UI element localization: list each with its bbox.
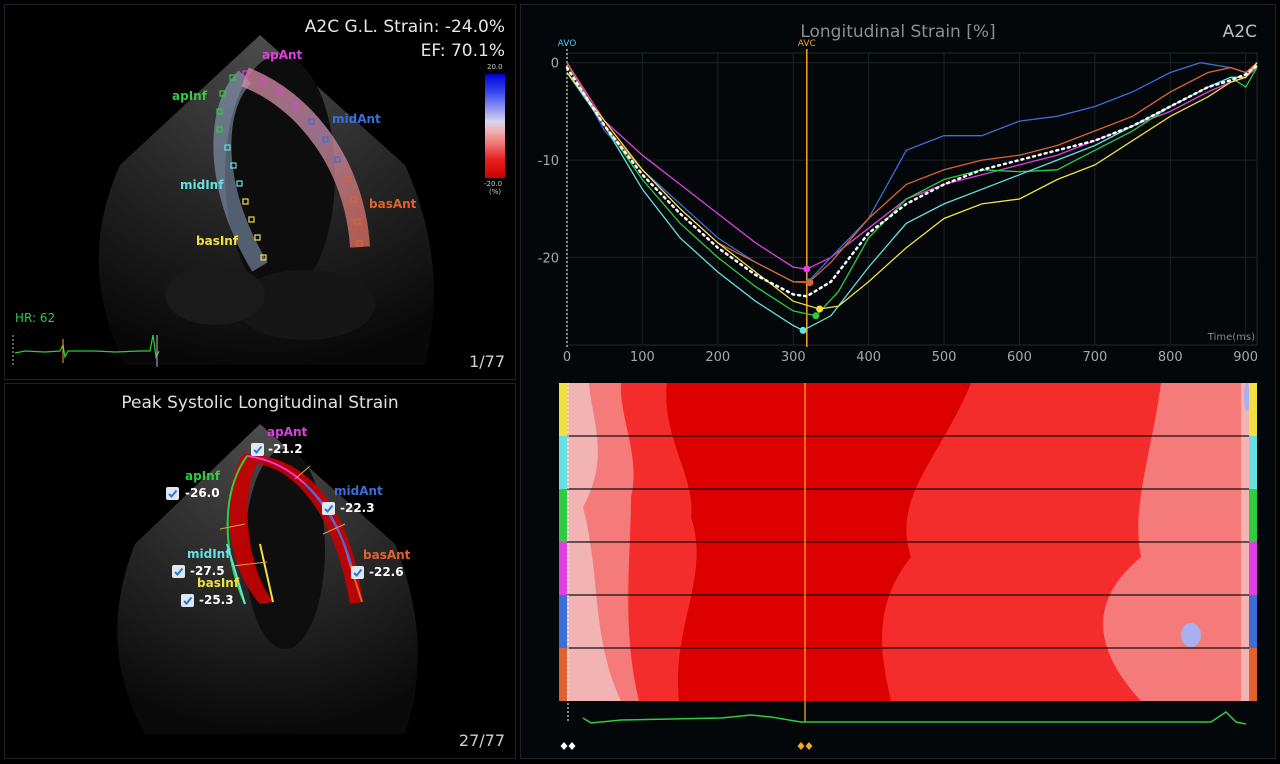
time-marker-handle[interactable] [568, 742, 576, 750]
marker-label-avc: AVC [798, 39, 816, 49]
strain-map-row-colors [559, 383, 1257, 701]
x-tick-label: 900 [1233, 350, 1258, 365]
segment-label-basinf: basInf [196, 234, 239, 248]
y-tick-label: -20 [538, 251, 559, 266]
colorbar-min-label: -20.0 [484, 180, 503, 188]
check-icon [324, 504, 334, 513]
echo-image-bottom [117, 424, 418, 734]
segment-name: midInf [187, 547, 231, 561]
row-color-right [1249, 436, 1257, 489]
segment-label-basant: basAnt [369, 197, 417, 211]
segment-name: apInf [185, 469, 220, 483]
chart-title: Longitudinal Strain [%] [800, 22, 996, 42]
segment-label-midinf: midInf [180, 178, 224, 192]
peak-strain-point [812, 312, 820, 320]
segment-value: -26.0 [185, 486, 220, 500]
peak-strain-title: Peak Systolic Longitudinal Strain [121, 393, 399, 413]
y-tick-label: 0 [551, 57, 559, 72]
segment-value: -22.3 [340, 501, 375, 515]
peak-strain-point [803, 265, 811, 273]
segment-series-line [566, 62, 1258, 310]
strain-colorbar: 20.0 -20.0 (%) [481, 63, 515, 203]
time-marker-handle[interactable] [560, 742, 568, 750]
segment-series-line [566, 62, 1258, 270]
check-icon [183, 596, 193, 605]
segment-value: -27.5 [190, 564, 225, 578]
segment-series-line [566, 62, 1258, 284]
x-tick-label: 100 [630, 350, 655, 365]
strain-analysis-panel[interactable]: Longitudinal Strain [%] A2C 0 100 200 300 40… [520, 4, 1276, 759]
row-color-right [1249, 489, 1257, 542]
strain-color-map[interactable] [521, 377, 1275, 757]
segment-apinf-checkbox[interactable] [166, 487, 179, 500]
frame-counter: 1/77 [469, 352, 505, 371]
check-icon [174, 567, 184, 576]
segment-midinf-checkbox[interactable] [172, 565, 185, 578]
segment-name: basAnt [363, 548, 411, 562]
segment-basant-checkbox[interactable] [351, 566, 364, 579]
segment-series-line [566, 67, 1258, 317]
segment-value: -22.6 [369, 565, 404, 579]
global-strain-series-line [565, 64, 1259, 298]
peak-strain-point [816, 305, 824, 313]
row-color-right [1249, 595, 1257, 648]
ejection-fraction-value: EF: 70.1% [420, 41, 505, 61]
x-tick-label: 400 [856, 350, 881, 365]
row-color-right [1249, 648, 1257, 701]
peak-strain-point [806, 279, 814, 287]
a2c-tracking-panel[interactable]: A2C G.L. Strain: -24.0% EF: 70.1% 20.0 -… [4, 4, 516, 380]
time-marker-handle[interactable] [797, 742, 805, 750]
echo-image-top [12, 35, 434, 367]
x-tick-label: 0 [563, 350, 571, 365]
row-color-right [1249, 383, 1257, 436]
row-color-left [559, 542, 567, 595]
peak-strain-panel[interactable]: Peak Systolic Longitudinal Strain apAnt … [4, 383, 516, 759]
row-color-right [1249, 542, 1257, 595]
longitudinal-strain-chart[interactable]: 0 100 200 300 400 500 600 700 800 900 0 -10 -20 Time(… [521, 5, 1275, 377]
x-tick-label: 500 [932, 350, 957, 365]
segment-name: basInf [197, 576, 240, 590]
x-axis-label: Time(ms) [1207, 332, 1255, 343]
segment-label-apinf: apInf [172, 89, 207, 103]
row-color-left [559, 383, 567, 436]
check-icon [353, 568, 363, 577]
check-icon [253, 445, 263, 454]
y-tick-label: -10 [538, 154, 559, 169]
check-icon [168, 489, 178, 498]
x-tick-label: 700 [1082, 350, 1107, 365]
heart-rate-label: HR: 62 [15, 311, 56, 325]
segment-series-line [566, 62, 1258, 283]
segment-apant-checkbox[interactable] [251, 443, 264, 456]
colorbar-max-label: 20.0 [487, 63, 503, 71]
x-tick-label: 600 [1007, 350, 1032, 365]
segment-basinf-checkbox[interactable] [181, 594, 194, 607]
global-strain-value: A2C G.L. Strain: -24.0% [304, 17, 505, 37]
row-color-left [559, 489, 567, 542]
segment-label-midant: midAnt [332, 112, 381, 126]
segment-value: -25.3 [199, 593, 234, 607]
ecg-trace [582, 711, 1247, 725]
frame-counter: 27/77 [458, 731, 505, 750]
time-marker-handle[interactable] [805, 742, 813, 750]
strain-map-row-dividers [559, 435, 1257, 649]
row-color-left [559, 648, 567, 701]
time-markers [560, 742, 813, 750]
segment-value: -21.2 [268, 442, 303, 456]
x-tick-label: 200 [705, 350, 730, 365]
colorbar-gradient [485, 74, 505, 178]
x-tick-label: 800 [1158, 350, 1183, 365]
peak-strain-point [799, 326, 807, 334]
colorbar-unit-label: (%) [489, 188, 502, 196]
marker-label-avo: AVO [558, 39, 577, 49]
row-color-left [559, 595, 567, 648]
segment-label-apant: apAnt [262, 48, 303, 62]
x-tick-label: 300 [781, 350, 806, 365]
row-color-left [559, 436, 567, 489]
segment-midant-checkbox[interactable] [322, 502, 335, 515]
view-label: A2C [1222, 22, 1257, 42]
segment-name: midAnt [334, 484, 383, 498]
segment-name: apAnt [267, 425, 308, 439]
